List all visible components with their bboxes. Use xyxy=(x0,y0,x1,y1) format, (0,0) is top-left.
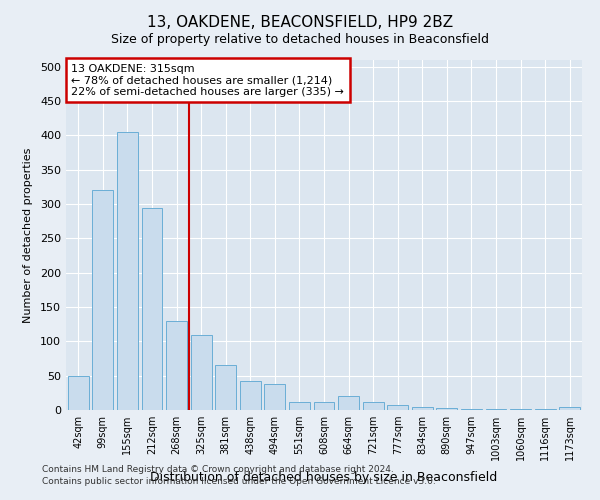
Bar xyxy=(289,402,310,410)
Text: 13 OAKDENE: 315sqm
← 78% of detached houses are smaller (1,214)
22% of semi-deta: 13 OAKDENE: 315sqm ← 78% of detached hou… xyxy=(71,64,344,96)
Y-axis label: Number of detached properties: Number of detached properties xyxy=(23,148,33,322)
Bar xyxy=(559,406,580,410)
Text: Size of property relative to detached houses in Beaconsfield: Size of property relative to detached ho… xyxy=(111,32,489,46)
Bar xyxy=(92,190,113,410)
Bar xyxy=(117,132,138,410)
Bar xyxy=(240,381,261,410)
Bar xyxy=(461,408,482,410)
Text: 13, OAKDENE, BEACONSFIELD, HP9 2BZ: 13, OAKDENE, BEACONSFIELD, HP9 2BZ xyxy=(147,15,453,30)
Bar xyxy=(68,376,89,410)
Bar xyxy=(191,334,212,410)
Bar xyxy=(387,404,408,410)
Bar xyxy=(215,366,236,410)
X-axis label: Distribution of detached houses by size in Beaconsfield: Distribution of detached houses by size … xyxy=(151,472,497,484)
Bar xyxy=(314,402,334,410)
Text: Contains HM Land Registry data © Crown copyright and database right 2024.: Contains HM Land Registry data © Crown c… xyxy=(42,466,394,474)
Bar xyxy=(166,321,187,410)
Bar xyxy=(338,396,359,410)
Bar xyxy=(412,406,433,410)
Bar xyxy=(436,408,457,410)
Bar xyxy=(362,402,383,410)
Bar xyxy=(265,384,286,410)
Bar xyxy=(142,208,163,410)
Text: Contains public sector information licensed under the Open Government Licence v3: Contains public sector information licen… xyxy=(42,477,436,486)
